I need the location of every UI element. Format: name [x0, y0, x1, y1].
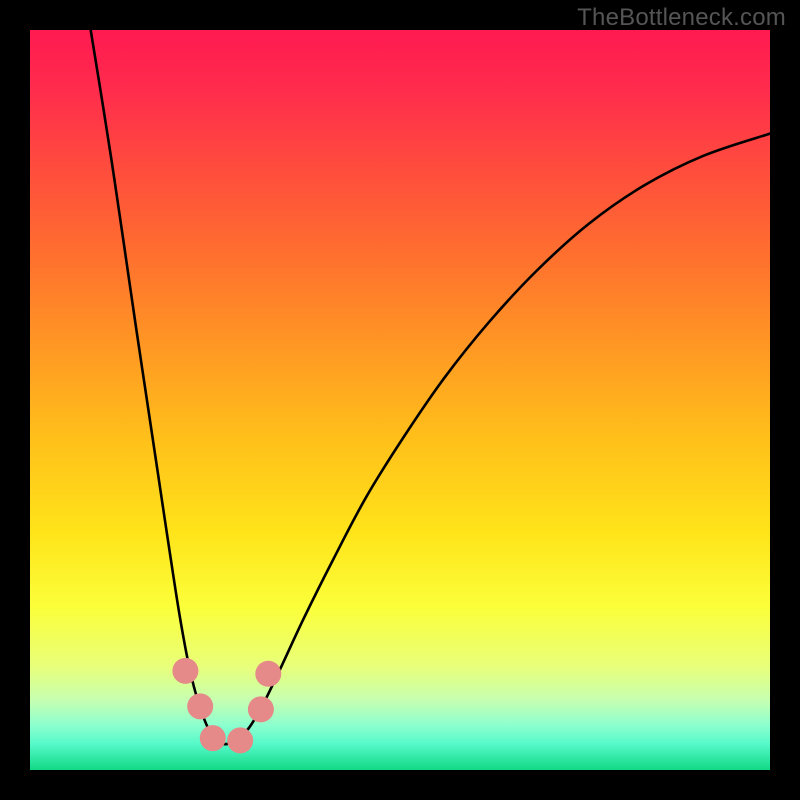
- marker-dot: [187, 693, 213, 719]
- watermark-text: TheBottleneck.com: [577, 4, 786, 32]
- marker-dot: [248, 696, 274, 722]
- marker-dot: [200, 725, 226, 751]
- chart-stage: TheBottleneck.com: [0, 0, 800, 800]
- plot-area: [30, 30, 770, 770]
- chart-svg: [0, 0, 800, 800]
- marker-dot: [227, 727, 253, 753]
- marker-dot: [255, 661, 281, 687]
- marker-dot: [172, 658, 198, 684]
